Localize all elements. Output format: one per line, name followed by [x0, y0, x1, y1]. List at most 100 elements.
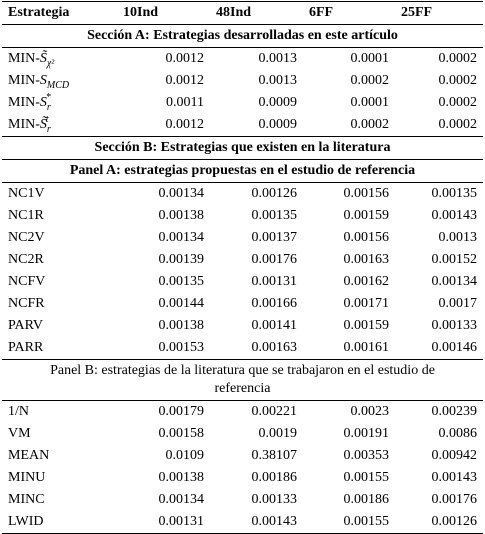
- cell-value: 0.0002: [438, 95, 478, 110]
- cell-value: 0.0086: [438, 426, 478, 441]
- cell-value: 0.00161: [343, 340, 390, 355]
- cell-value: 0.00134: [158, 186, 205, 201]
- label-text: NC2R: [8, 252, 44, 267]
- cell-value: 0.00186: [343, 492, 390, 507]
- row-label: MIN-S̃rt: [2, 114, 117, 137]
- cell-value: 0.00135: [158, 274, 205, 289]
- table-body: Sección A: Estrategias desarrolladas en …: [2, 24, 483, 534]
- row-label: 1/N: [2, 401, 117, 424]
- cell-value: 0.00239: [431, 404, 478, 419]
- cell-value: 0.00133: [431, 318, 478, 333]
- table-row: 1/N 0.00179 0.00221 0.0023 0.00239: [2, 401, 483, 424]
- label-text: PARV: [8, 318, 43, 333]
- row-label: MIN-Sr*: [2, 92, 117, 114]
- cell-value: 0.0109: [165, 448, 205, 463]
- cell-value: 0.00163: [251, 340, 298, 355]
- table-row: NC1R 0.00138 0.00135 0.00159 0.00143: [2, 205, 483, 227]
- cell-value: 0.0009: [258, 117, 298, 132]
- cell-value: 0.00135: [431, 186, 478, 201]
- label-subscript: r: [46, 101, 51, 113]
- label-text: NCFV: [8, 274, 46, 289]
- cell-value: 0.00139: [158, 252, 205, 267]
- cell-value: 0.0013: [258, 73, 298, 88]
- label-superscript: *: [45, 92, 51, 104]
- column-header: Estrategia: [2, 1, 117, 25]
- label-text: MINU: [8, 470, 46, 485]
- row-label: MINC: [2, 489, 117, 511]
- cell-value: 0.00179: [158, 404, 205, 419]
- cell-value: 0.0023: [350, 404, 390, 419]
- row-label: PARR: [2, 337, 117, 360]
- row-label: MIN-SMCD: [2, 70, 117, 92]
- label-text: MIN-: [8, 73, 40, 88]
- label-text: NCFR: [8, 296, 45, 311]
- table-row: NC1V 0.00134 0.00126 0.00156 0.00135: [2, 183, 483, 206]
- label-text: PARR: [8, 340, 44, 355]
- cell-value: 0.00143: [210, 511, 303, 534]
- cell-value: 0.0001: [350, 51, 390, 66]
- label-text: NC1R: [8, 208, 44, 223]
- table-row: MEAN 0.0109 0.38107 0.00353 0.00942: [2, 445, 483, 467]
- row-label: NC2V: [2, 227, 117, 249]
- table-row: Sección A: Estrategias desarrolladas en …: [2, 24, 483, 48]
- row-label: MINU: [2, 467, 117, 489]
- table-row: Panel B: estrategias de la literatura qu…: [2, 359, 483, 401]
- cell-value: 0.00191: [343, 426, 390, 441]
- cell-value: 0.0011: [166, 95, 204, 110]
- cell-value: 0.00186: [251, 470, 298, 485]
- label-text: MEAN: [8, 448, 50, 463]
- cell-value: 0.00143: [431, 208, 478, 223]
- section-heading: Sección B: Estrategias que existen en la…: [2, 136, 483, 160]
- cell-value: 0.00162: [343, 274, 390, 289]
- row-label: NC2R: [2, 249, 117, 271]
- header-row: Estrategia 10Ind 48Ind 6FF 25FF: [2, 1, 483, 25]
- table-row: PARR 0.00153 0.00163 0.00161 0.00146: [2, 337, 483, 360]
- table-row: MIN-S̃χ² 0.0012 0.0013 0.0001 0.0002: [2, 48, 483, 71]
- section-heading: Sección A: Estrategias desarrolladas en …: [2, 24, 483, 48]
- cell-value: 0.0019: [258, 426, 298, 441]
- cell-value: 0.00138: [158, 470, 205, 485]
- table-row: NCFV 0.00135 0.00131 0.00162 0.00134: [2, 271, 483, 293]
- cell-value: 0.38107: [251, 448, 298, 463]
- cell-value: 0.00176: [251, 252, 298, 267]
- row-label: MIN-S̃χ²: [2, 48, 117, 71]
- cell-value: 0.00158: [158, 426, 205, 441]
- table-row: PARV 0.00138 0.00141 0.00159 0.00133: [2, 315, 483, 337]
- cell-value: 0.0012: [165, 73, 205, 88]
- cell-value: 0.00134: [158, 230, 205, 245]
- row-label: VM: [2, 423, 117, 445]
- cell-value: 0.0001: [350, 95, 390, 110]
- label-text: LWID: [8, 514, 44, 529]
- label-superscript: t: [45, 114, 49, 126]
- table-row: NCFR 0.00144 0.00166 0.00171 0.0017: [2, 293, 483, 315]
- label-text: VM: [8, 426, 31, 441]
- label-symbol: S: [39, 95, 47, 110]
- column-header: 25FF: [395, 1, 483, 25]
- cell-value: 0.00163: [343, 252, 390, 267]
- cell-value: 0.0017: [438, 296, 478, 311]
- cell-value: 0.0002: [438, 117, 478, 132]
- cell-value: 0.00171: [343, 296, 390, 311]
- cell-value: 0.00141: [251, 318, 298, 333]
- cell-value: 0.00221: [251, 404, 298, 419]
- row-label: NC1R: [2, 205, 117, 227]
- table-row: LWID 0.00131 0.00143 0.00155 0.00126: [2, 511, 483, 534]
- label-text: MIN-: [8, 95, 40, 110]
- cell-value: 0.00135: [251, 208, 298, 223]
- cell-value: 0.00159: [343, 208, 390, 223]
- cell-value: 0.00152: [431, 252, 478, 267]
- table-row: Sección B: Estrategias que existen en la…: [2, 136, 483, 160]
- table-row: MIN-Sr* 0.0011 0.0009 0.0001 0.0002: [2, 92, 483, 114]
- cell-value: 0.0002: [350, 117, 390, 132]
- cell-value: 0.00131: [117, 511, 210, 534]
- label-text: NC2V: [8, 230, 45, 245]
- column-header: 48Ind: [210, 1, 303, 25]
- cell-value: 0.0012: [165, 117, 205, 132]
- cell-value: 0.00176: [431, 492, 478, 507]
- cell-value: 0.00126: [251, 186, 298, 201]
- label-text: MIN-: [8, 117, 40, 132]
- label-text: 1/N: [8, 404, 29, 419]
- label-symbol: S̃: [39, 51, 47, 66]
